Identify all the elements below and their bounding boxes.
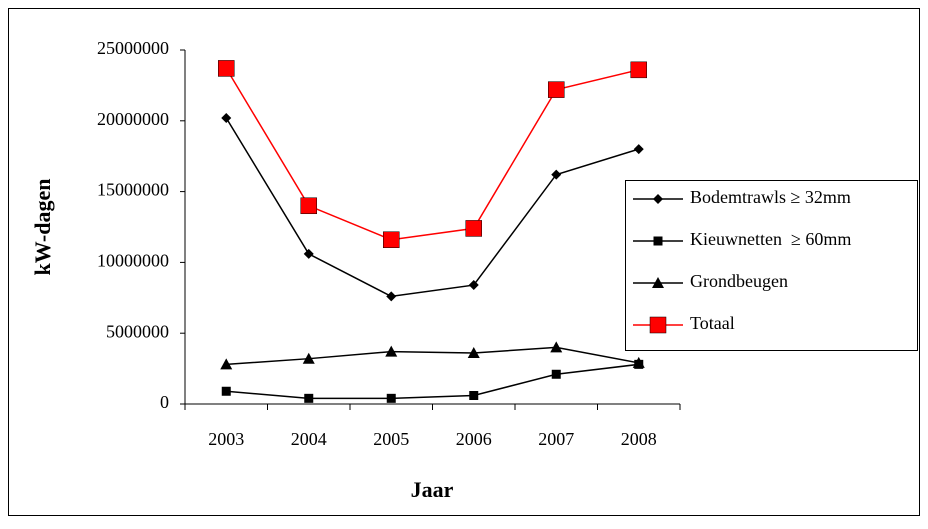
marker (548, 81, 565, 98)
x-tick-label: 2004 (291, 429, 327, 449)
marker (468, 280, 479, 291)
marker (550, 341, 563, 353)
marker (304, 393, 314, 403)
marker (633, 144, 644, 155)
marker (551, 169, 562, 180)
x-tick-label: 2008 (621, 429, 657, 449)
x-tick-label: 2003 (208, 429, 244, 449)
y-tick-label: 15000000 (97, 180, 169, 200)
marker (632, 356, 645, 368)
series-line (225, 117, 639, 298)
legend-label: Grondbeugen (690, 271, 788, 291)
marker (469, 391, 479, 401)
marker (551, 369, 561, 379)
marker (385, 345, 398, 357)
marker (386, 291, 397, 302)
marker (303, 248, 314, 259)
y-axis-title: kW-dagen (30, 179, 55, 276)
marker (467, 347, 480, 359)
marker (383, 231, 400, 248)
marker (220, 358, 233, 370)
series-line (226, 346, 639, 366)
legend-label: Totaal (690, 313, 735, 333)
series-line (226, 363, 639, 400)
legend-box (625, 180, 918, 351)
x-tick-label: 2005 (373, 429, 409, 449)
marker (652, 277, 664, 288)
marker (221, 386, 231, 396)
x-tick-label: 2006 (456, 429, 492, 449)
marker (300, 197, 317, 215)
marker (653, 236, 663, 246)
marker (221, 112, 232, 123)
y-tick-label: 5000000 (106, 321, 169, 341)
marker (649, 316, 667, 334)
legend-label: Bodemtrawls ≥ 32mm (690, 187, 851, 207)
x-tick-label: 2007 (538, 429, 574, 449)
y-tick-label: 0 (160, 392, 169, 412)
y-tick-label: 10000000 (97, 251, 169, 271)
marker (465, 220, 482, 237)
marker (218, 60, 235, 77)
marker (302, 352, 315, 364)
y-tick-label: 20000000 (97, 109, 169, 129)
y-tick-label: 25000000 (97, 38, 169, 58)
x-axis-title: Jaar (411, 477, 454, 502)
marker (386, 393, 396, 403)
legend-label: Kieuwnetten ≥ 60mm (690, 229, 851, 249)
series-line (225, 68, 639, 241)
marker (653, 194, 663, 204)
marker (630, 61, 647, 79)
